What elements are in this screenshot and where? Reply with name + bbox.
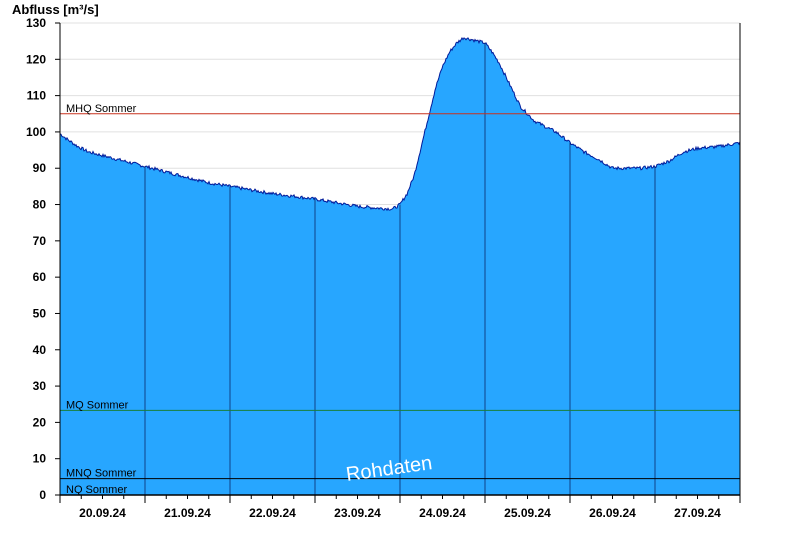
reference-label: MQ Sommer	[66, 399, 129, 411]
reference-label: MHQ Sommer	[66, 103, 137, 115]
reference-lines: MHQ Sommer MQ Sommer MNQ Sommer NQ Sommer	[60, 103, 740, 496]
y-tick-label: 70	[33, 234, 47, 248]
y-tick-label: 20	[33, 415, 47, 429]
y-axis-title: Abfluss [m³/s]	[12, 2, 99, 17]
y-tick-label: 10	[33, 452, 47, 466]
y-tick-label: 100	[26, 125, 46, 139]
y-tick-label: 110	[27, 89, 47, 103]
x-tick-label: 22.09.24	[249, 506, 296, 520]
y-tick-label: 60	[33, 270, 47, 284]
x-tick-label: 27.09.24	[674, 506, 721, 520]
y-tick-label: 90	[33, 161, 47, 175]
x-axis-ticks: 20.09.24 21.09.24 22.09.24 23.09.24 24.09.24…	[59, 495, 741, 520]
y-tick-label: 80	[33, 198, 47, 212]
y-tick-label: 50	[33, 306, 47, 320]
x-tick-label: 23.09.24	[334, 506, 381, 520]
reference-label: NQ Sommer	[66, 484, 127, 496]
y-tick-label: 120	[26, 52, 46, 66]
y-tick-label: 40	[33, 343, 47, 357]
y-tick-label: 30	[33, 379, 47, 393]
y-tick-label: 130	[26, 16, 46, 30]
x-tick-label: 25.09.24	[504, 506, 551, 520]
day-separators	[144, 42, 656, 495]
x-tick-label: 21.09.24	[164, 506, 211, 520]
x-tick-label: 24.09.24	[419, 506, 466, 520]
y-tick-label: 0	[39, 488, 46, 502]
discharge-line	[59, 37, 741, 212]
x-tick-label: 26.09.24	[589, 506, 636, 520]
y-axis-ticks: 0 10 20 30 40 50 60 70 80 90 100 110 120 130	[26, 16, 60, 502]
reference-label: MNQ Sommer	[66, 468, 137, 480]
x-tick-label: 20.09.24	[79, 506, 126, 520]
